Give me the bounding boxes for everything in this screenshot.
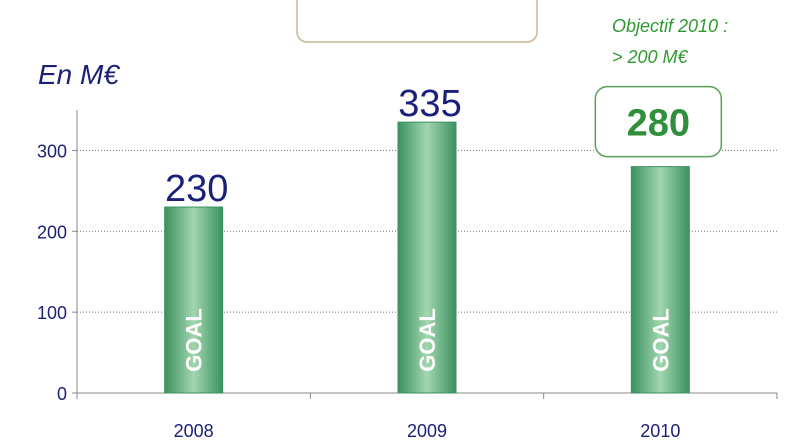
annotation: Objectif 2010 :	[612, 16, 728, 36]
x-tick-label: 2010	[640, 421, 680, 441]
value-label: 280	[627, 103, 690, 145]
empty-box	[296, 0, 538, 43]
label-box	[594, 85, 723, 158]
y-tick-label: 300	[37, 141, 67, 161]
bar-text: GOAL	[648, 308, 673, 372]
bar	[397, 121, 457, 394]
bar	[164, 206, 224, 394]
x-tick-label: 2009	[407, 421, 447, 441]
x-tick-label: 2008	[174, 421, 214, 441]
bar	[630, 166, 690, 394]
annotation: > 200 M€	[612, 47, 689, 67]
y-tick-label: 100	[37, 303, 67, 323]
y-tick-label: 0	[57, 384, 67, 404]
bar-text: GOAL	[182, 308, 207, 372]
value-label: 230	[165, 168, 228, 210]
y-tick-label: 200	[37, 222, 67, 242]
value-label: 335	[398, 83, 461, 125]
y-axis-label: En M€	[38, 59, 120, 90]
bar-text: GOAL	[415, 308, 440, 372]
